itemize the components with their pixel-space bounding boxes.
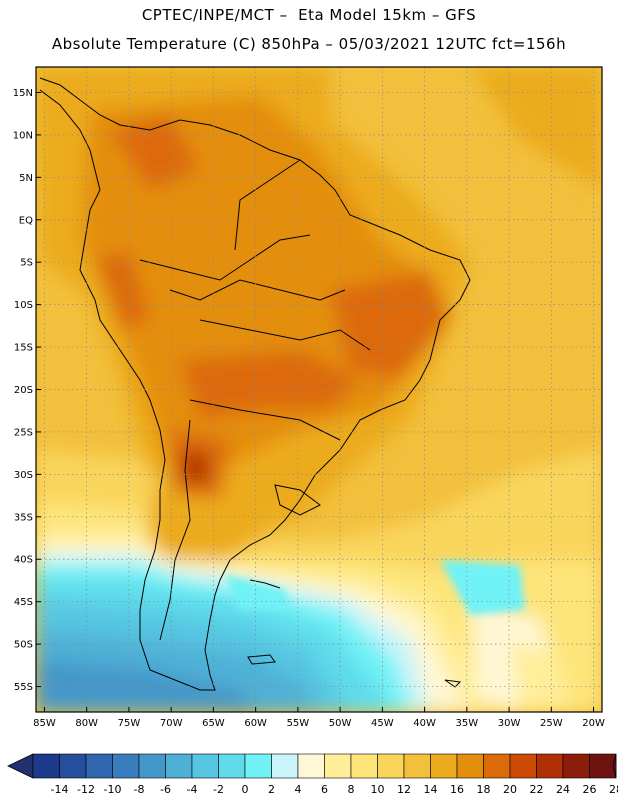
lat-tick-label: 55S — [14, 682, 33, 693]
colorbar-swatch — [377, 753, 405, 779]
lon-tick-label: 65W — [202, 718, 225, 729]
colorbar-label: 26 — [583, 783, 597, 796]
colorbar-swatch — [430, 753, 458, 779]
lat-tick-label: 10N — [13, 130, 33, 141]
colorbar-swatch — [483, 753, 511, 779]
colorbar-swatch — [562, 753, 590, 779]
lat-tick-label: 25S — [14, 427, 33, 438]
map-title: CPTEC/INPE/MCT – Eta Model 15km – GFS — [141, 6, 477, 24]
colorbar-label: 10 — [371, 783, 385, 796]
colorbar-swatch — [218, 753, 246, 779]
lon-tick-label: 35W — [456, 718, 479, 729]
colorbar-swatch — [324, 753, 352, 779]
colorbar-swatch — [509, 753, 537, 779]
lon-tick-label: 25W — [540, 718, 563, 729]
axis-ticks: 85W 80W 75W 70W 65W 60W 55W 50W 45W 40W 35W 30W 25W 2… — [13, 88, 605, 729]
lon-tick-label: 50W — [329, 718, 352, 729]
map-subtitle: Absolute Temperature (C) 850hPa – 05/03/… — [51, 35, 567, 53]
colorbar-label: 22 — [530, 783, 544, 796]
lon-tick-label: 30W — [498, 718, 521, 729]
colorbar-label: -14 — [51, 783, 69, 796]
colorbar-label: 16 — [450, 783, 464, 796]
colorbar: -14 -12 -10 -8 -6 -4 -2 0 2 4 6 8 10 12 14 16 18 20 22 24 26… — [7, 753, 618, 796]
colorbar-label: 14 — [424, 783, 438, 796]
colorbar-swatch — [244, 753, 272, 779]
colorbar-label: 24 — [556, 783, 570, 796]
colorbar-label: -12 — [77, 783, 95, 796]
lon-tick-label: 85W — [33, 718, 56, 729]
lat-tick-label: 40S — [14, 555, 33, 566]
colorbar-label: 4 — [295, 783, 302, 796]
colorbar-swatch — [85, 753, 113, 779]
lat-tick-label: 10S — [14, 300, 33, 311]
lon-tick-label: 80W — [75, 718, 98, 729]
colorbar-label: 6 — [321, 783, 328, 796]
lon-tick-label: 75W — [118, 718, 141, 729]
lat-tick-label: 5S — [20, 258, 33, 269]
colorbar-swatch — [138, 753, 166, 779]
colorbar-swatch — [456, 753, 484, 779]
lon-tick-label: 45W — [371, 718, 394, 729]
lon-tick-label: 70W — [160, 718, 183, 729]
colorbar-label: -10 — [104, 783, 122, 796]
colorbar-swatch — [403, 753, 431, 779]
colorbar-swatch — [297, 753, 325, 779]
colorbar-label: -8 — [134, 783, 145, 796]
colorbar-label: -6 — [160, 783, 171, 796]
colorbar-swatch — [536, 753, 564, 779]
colorbar-label: 20 — [503, 783, 517, 796]
lat-tick-label: 15S — [14, 343, 33, 354]
colorbar-min-arrow — [7, 753, 34, 779]
lon-tick-label: 20W — [582, 718, 605, 729]
colorbar-swatch — [32, 753, 60, 779]
lat-tick-label: 20S — [14, 385, 33, 396]
colorbar-label: 8 — [348, 783, 355, 796]
lon-tick-label: 60W — [244, 718, 267, 729]
colorbar-swatch — [271, 753, 299, 779]
colorbar-label: 0 — [242, 783, 249, 796]
lat-tick-label: 50S — [14, 640, 33, 651]
lat-tick-label: 45S — [14, 597, 33, 608]
colorbar-label: -2 — [213, 783, 224, 796]
temperature-field — [36, 67, 602, 712]
colorbar-label: -4 — [187, 783, 198, 796]
colorbar-label: 2 — [268, 783, 275, 796]
lat-tick-label: 15N — [13, 88, 33, 99]
lat-tick-label: 30S — [14, 470, 33, 481]
lat-tick-label: 5N — [19, 173, 33, 184]
colorbar-label: 12 — [397, 783, 411, 796]
lat-tick-label: EQ — [19, 215, 33, 226]
colorbar-swatch — [59, 753, 87, 779]
lon-tick-label: 40W — [413, 718, 436, 729]
colorbar-swatch — [165, 753, 193, 779]
colorbar-swatch — [191, 753, 219, 779]
colorbar-swatch — [589, 753, 617, 779]
lon-tick-label: 55W — [287, 718, 310, 729]
lat-tick-label: 35S — [14, 512, 33, 523]
coastline — [39, 77, 471, 691]
colorbar-swatch — [112, 753, 140, 779]
colorbar-label: 18 — [477, 783, 491, 796]
colorbar-label: 28 — [609, 783, 618, 796]
colorbar-max-arrow — [612, 753, 617, 779]
colorbar-swatch — [350, 753, 378, 779]
